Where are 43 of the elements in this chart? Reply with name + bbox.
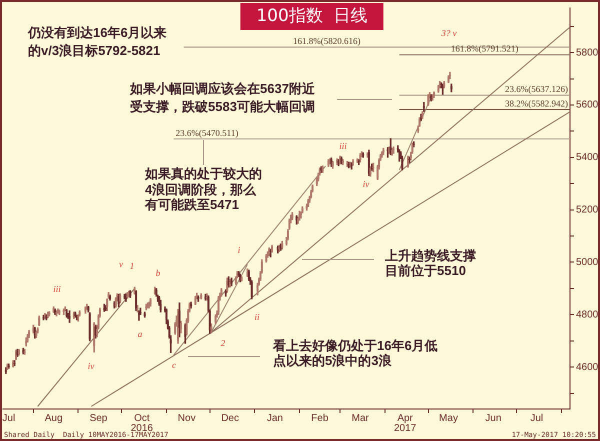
annotation: i: [238, 245, 240, 255]
x-tick-label: Nov: [178, 412, 196, 424]
annotation: iv: [362, 179, 370, 189]
chart-title: 100指数 日线: [240, 3, 384, 30]
y-tick-label: 4600: [576, 362, 599, 373]
x-tick-label: Feb: [311, 412, 329, 424]
annotation: a: [138, 329, 142, 339]
annotation: 2: [220, 338, 226, 348]
series-label: 23.6%(5637.126): [505, 84, 568, 94]
annotation: 1: [130, 261, 134, 271]
y-tick-label: 5600: [576, 100, 599, 111]
y-tick-label: 5000: [576, 256, 599, 268]
series-label: 38.2%(5582.942): [505, 98, 568, 108]
y-tick-label: 5400: [576, 152, 599, 164]
x-tick-label: Apr 2017: [394, 412, 417, 434]
annotation: iv: [88, 361, 94, 371]
series-label: 161.8%(5791.521): [450, 44, 518, 54]
x-tick-label: Sep: [90, 412, 108, 424]
annotation: iii: [339, 141, 347, 151]
y-tick-label: 5200: [576, 204, 599, 216]
annotation: iii: [53, 284, 61, 294]
annotation: 仍没有到达16年6月以来的v/3浪目标5792-5821: [28, 24, 167, 60]
annotation: 3? v: [441, 28, 457, 38]
x-tick-label: May: [439, 412, 458, 424]
annotation: b: [156, 268, 160, 278]
series-label: 161.8%(5820.616): [292, 36, 360, 46]
annotation: c: [172, 360, 176, 370]
annotation: 上升趋势线支撑目前位于5510: [385, 248, 476, 278]
annotation: v: [119, 259, 123, 269]
annotation: 如果小幅回调应该会在5637附近受支撑，跌破5583可能大幅回调: [130, 80, 315, 116]
series-label: 23.6%(5470.511): [176, 128, 238, 138]
x-tick-label: Jan: [266, 412, 283, 424]
annotation: 看上去好像仍处于16年6月低点以来的5浪中的3浪: [273, 338, 438, 368]
x-tick-label: Jun: [485, 412, 502, 424]
annotation: 如果真的处于较大的4浪回调阶段，那么有可能跌至5471: [145, 166, 262, 212]
x-tick-label: Mar: [352, 412, 370, 424]
y-tick-label: 5800: [576, 47, 599, 58]
x-tick-label: Aug: [44, 412, 63, 424]
x-tick-label: Jul: [530, 412, 544, 424]
x-tick-label: Dec: [221, 412, 239, 424]
y-tick-label: 4800: [576, 309, 599, 320]
annotation: ii: [254, 312, 260, 322]
x-tick-label: Jul: [2, 412, 16, 424]
